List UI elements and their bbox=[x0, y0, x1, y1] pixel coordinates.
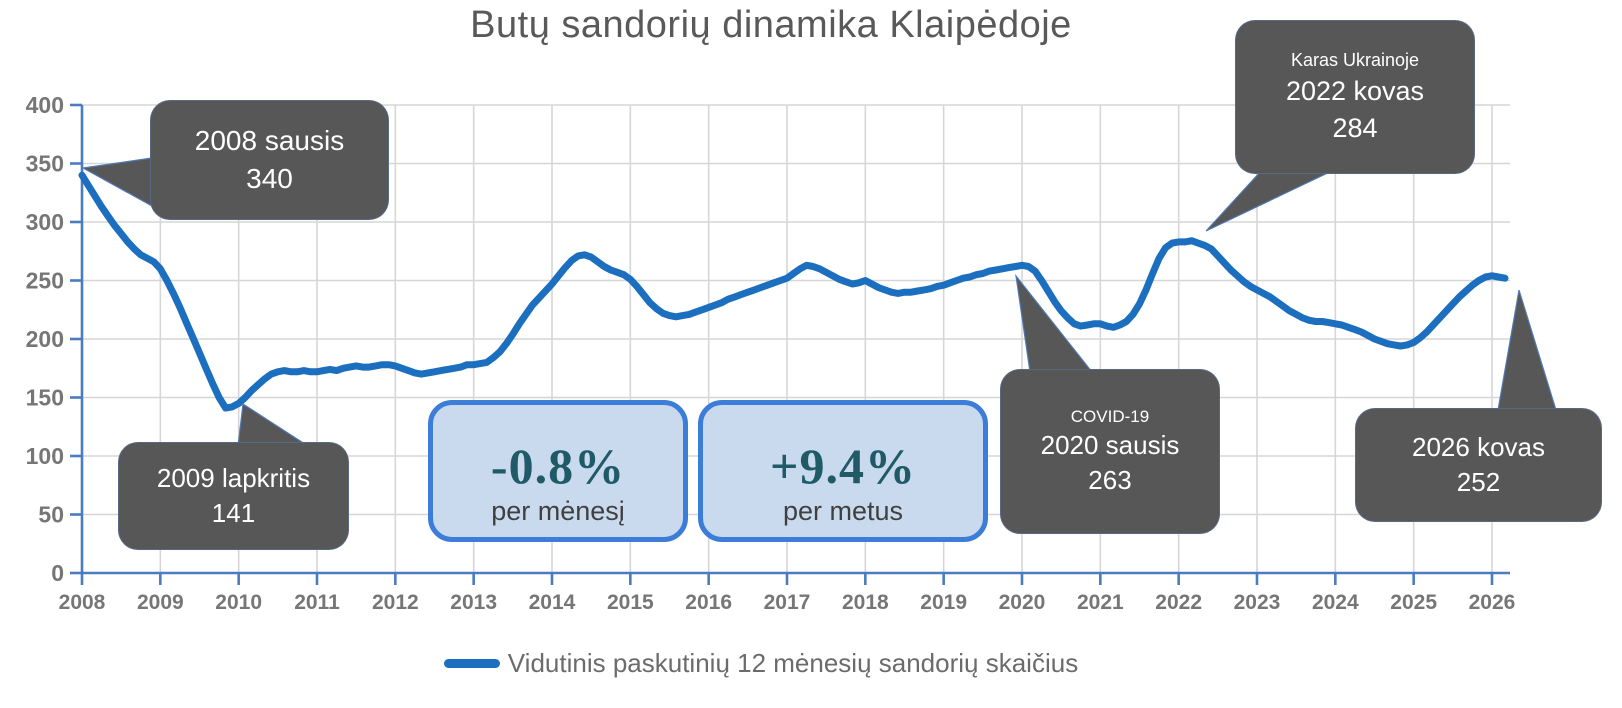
stat-box-yearly-change: +9.4% per metus bbox=[698, 400, 988, 542]
x-axis-label: 2018 bbox=[842, 591, 889, 614]
legend-line-swatch bbox=[443, 659, 500, 668]
y-axis-label: 50 bbox=[38, 502, 64, 528]
x-axis-label: 2011 bbox=[294, 591, 340, 614]
y-axis-label: 100 bbox=[26, 443, 64, 469]
callout-value: 252 bbox=[1456, 467, 1501, 497]
callout-2009-lapkritis: 2009 lapkritis 141 bbox=[118, 442, 349, 550]
legend-label: Vidutinis paskutinių 12 mėnesių sandorių… bbox=[507, 648, 1079, 678]
x-axis-label: 2026 bbox=[1469, 591, 1516, 614]
callout-2008-sausis: 2008 sausis 340 bbox=[150, 100, 389, 220]
x-axis-label: 2025 bbox=[1390, 591, 1437, 614]
x-axis-label: 2023 bbox=[1234, 591, 1281, 614]
stat-label: per mėnesį bbox=[491, 496, 625, 526]
y-axis-label: 400 bbox=[26, 92, 64, 118]
callout-tail-covid bbox=[1015, 273, 1094, 373]
x-axis-label: 2012 bbox=[372, 591, 419, 614]
x-axis-label: 2009 bbox=[137, 591, 184, 614]
callout-date: 2020 sausis bbox=[1040, 430, 1180, 461]
x-axis-label: 2013 bbox=[450, 591, 497, 614]
callout-date: 2026 kovas bbox=[1412, 431, 1545, 462]
x-axis-label: 2016 bbox=[685, 591, 732, 614]
legend: Vidutinis paskutinių 12 mėnesių sandorių… bbox=[0, 648, 1572, 679]
x-axis-label: 2008 bbox=[59, 591, 106, 614]
callout-heading: Karas Ukrainoje bbox=[1290, 49, 1420, 70]
callout-covid: COVID-19 2020 sausis 263 bbox=[1000, 369, 1220, 534]
callout-2026-kovas: 2026 kovas 252 bbox=[1355, 408, 1602, 522]
x-axis-label: 2017 bbox=[764, 591, 811, 614]
callout-date: 2009 lapkritis bbox=[156, 462, 311, 493]
y-axis-label: 150 bbox=[26, 385, 64, 411]
callout-tail-2026-kovas bbox=[1497, 289, 1557, 411]
stat-value: +9.4% bbox=[770, 438, 916, 494]
y-axis-label: 200 bbox=[26, 326, 64, 352]
y-axis-label: 300 bbox=[26, 209, 64, 235]
callout-heading: COVID-19 bbox=[1070, 406, 1150, 426]
callout-value: 263 bbox=[1088, 465, 1132, 496]
callout-tail-karas-ukrainoje bbox=[1205, 169, 1335, 232]
callout-value: 141 bbox=[211, 498, 256, 528]
stat-value: -0.8% bbox=[490, 438, 626, 494]
x-axis-label: 2014 bbox=[529, 591, 576, 614]
y-axis-label: 0 bbox=[51, 560, 64, 586]
x-axis-label: 2020 bbox=[999, 591, 1046, 614]
stat-label: per metus bbox=[782, 496, 904, 526]
callout-karas-ukrainoje: Karas Ukrainoje 2022 kovas 284 bbox=[1235, 20, 1475, 174]
x-axis-label: 2015 bbox=[607, 591, 654, 614]
y-axis-label: 250 bbox=[26, 268, 64, 294]
callout-date: 2008 sausis bbox=[194, 125, 345, 157]
callout-tail-2008-sausis bbox=[81, 157, 153, 208]
stat-box-monthly-change: -0.8% per mėnesį bbox=[428, 400, 688, 542]
x-axis-label: 2010 bbox=[215, 591, 262, 614]
callout-date: 2022 kovas bbox=[1285, 76, 1425, 107]
callout-value: 340 bbox=[246, 163, 293, 194]
y-axis-label: 350 bbox=[26, 151, 64, 177]
chart-title: Butų sandorių dinamika Klaipėdoje bbox=[470, 4, 1072, 46]
x-axis-label: 2024 bbox=[1312, 591, 1359, 614]
x-axis-label: 2021 bbox=[1077, 591, 1124, 614]
callout-value: 284 bbox=[1332, 112, 1378, 143]
x-axis-label: 2022 bbox=[1155, 591, 1202, 614]
x-axis-label: 2019 bbox=[920, 591, 967, 614]
callout-tail-2009-lapkritis bbox=[237, 402, 311, 447]
